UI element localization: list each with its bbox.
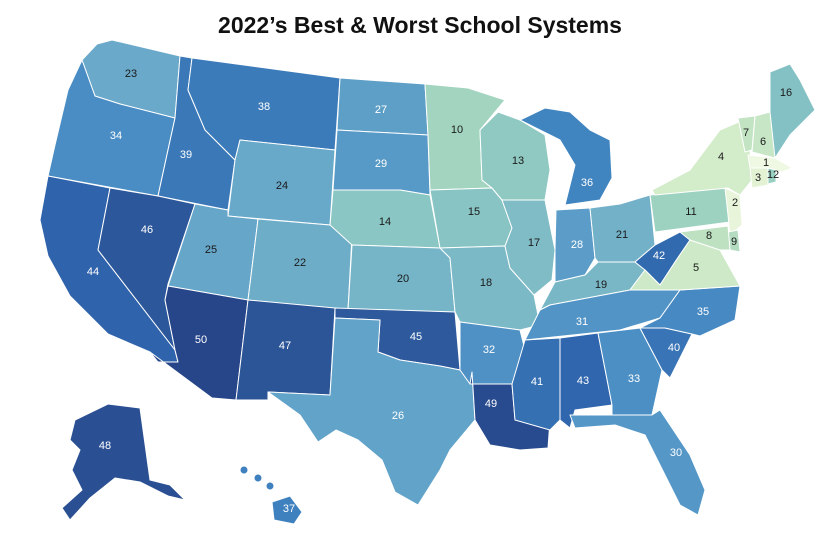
rank-label-WY: 24: [276, 180, 288, 192]
rank-label-FL: 30: [670, 447, 682, 459]
rank-label-MN: 10: [451, 124, 463, 136]
state-HI-island-3[interactable]: [265, 481, 275, 491]
rank-label-NC: 35: [697, 306, 709, 318]
rank-label-AZ: 50: [195, 334, 207, 346]
state-IL[interactable]: [501, 199, 556, 296]
rank-label-MO: 18: [480, 277, 492, 289]
rank-label-OH: 21: [616, 229, 628, 241]
rank-label-TN: 31: [576, 316, 588, 328]
rank-label-NE: 14: [379, 216, 391, 228]
rank-label-CT: 3: [755, 172, 761, 184]
rank-label-KS: 20: [397, 273, 409, 285]
rank-label-ME: 16: [780, 87, 792, 99]
rank-label-AK: 48: [99, 440, 111, 452]
state-RI[interactable]: [767, 167, 777, 185]
rank-label-IN: 28: [571, 239, 583, 251]
rank-label-SC: 40: [668, 342, 680, 354]
rank-label-GA: 33: [628, 373, 640, 385]
state-TX[interactable]: [267, 317, 476, 506]
rank-label-LA: 49: [485, 398, 497, 410]
rank-label-VT: 7: [743, 127, 749, 139]
map-title: 2022’s Best & Worst School Systems: [218, 12, 622, 38]
rank-label-IL: 17: [528, 237, 540, 249]
rank-label-MS: 41: [531, 376, 543, 388]
rank-label-ND: 27: [375, 104, 387, 116]
state-HI[interactable]: [271, 495, 303, 525]
rank-label-MA: 1: [763, 157, 769, 169]
state-CT[interactable]: [749, 167, 769, 189]
rank-label-WA: 23: [125, 68, 137, 80]
rank-label-OR: 34: [110, 130, 122, 142]
rank-label-PA: 11: [685, 206, 696, 218]
state-FL[interactable]: [569, 409, 706, 516]
rank-label-AL: 43: [577, 375, 589, 387]
state-MI[interactable]: [519, 107, 613, 206]
rank-label-NM: 47: [279, 340, 291, 352]
rank-label-OK: 45: [410, 331, 422, 343]
state-ME[interactable]: [769, 63, 816, 159]
rank-label-WI: 13: [512, 155, 524, 167]
rank-label-MT: 38: [258, 101, 270, 113]
state-HI-island-2[interactable]: [253, 473, 263, 483]
rank-label-NY: 4: [718, 151, 724, 163]
rank-label-CA: 44: [87, 266, 99, 278]
rank-label-UT: 25: [205, 244, 217, 256]
state-WI[interactable]: [479, 111, 551, 201]
rank-label-CO: 22: [294, 257, 306, 269]
rank-label-AR: 32: [483, 344, 495, 356]
rank-label-ID: 39: [180, 149, 192, 161]
rank-label-DE: 9: [731, 236, 737, 248]
rank-label-SD: 29: [375, 158, 387, 170]
state-NY[interactable]: [651, 117, 753, 196]
rank-label-MI: 36: [581, 177, 593, 189]
rank-label-NJ: 2: [732, 197, 738, 209]
rank-label-TX: 26: [392, 410, 404, 422]
rank-label-KY: 19: [595, 279, 607, 291]
state-MD[interactable]: [679, 225, 731, 251]
rank-label-VA: 5: [693, 262, 699, 274]
rank-label-MD: 8: [706, 230, 712, 242]
rank-label-IA: 15: [468, 206, 480, 218]
rank-label-RI: 12: [767, 169, 779, 181]
state-HI-island-1[interactable]: [239, 465, 249, 475]
state-AK[interactable]: [61, 403, 186, 521]
rank-label-WV: 42: [653, 250, 665, 262]
rank-label-NV: 46: [141, 224, 153, 236]
rank-label-HI: 37: [283, 503, 295, 515]
rank-label-NH: 6: [760, 136, 766, 148]
